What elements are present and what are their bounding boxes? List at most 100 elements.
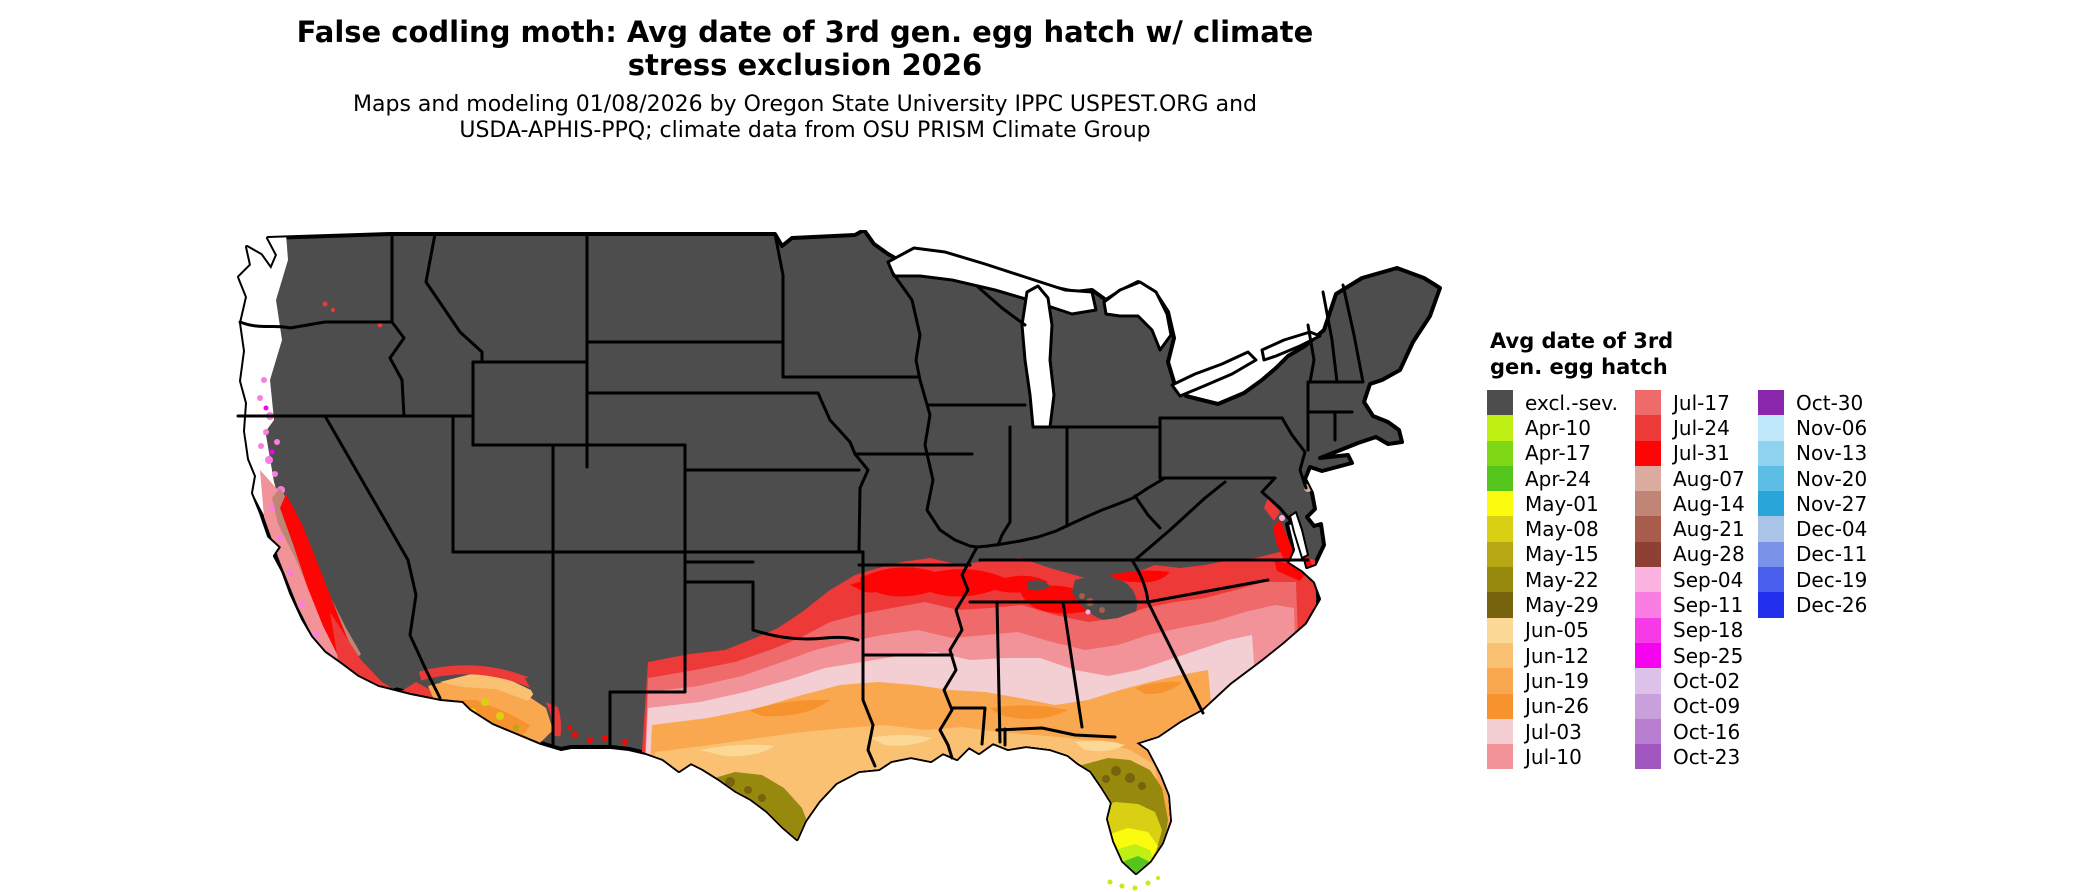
band-jun05-patch-la (870, 735, 932, 746)
legend-swatch-jul24 (1635, 415, 1661, 441)
band-jun26-patch-ga (1135, 681, 1182, 695)
region-fl-darkolive-specks (1102, 766, 1146, 790)
legend-swatch-dec19 (1758, 567, 1784, 593)
legend-label: Oct-09 (1673, 694, 1741, 719)
region-potomac-red (1264, 498, 1280, 521)
legend-column-3: Oct-30 Nov-06 Nov-13 Nov-20 Nov-27 Dec-04 Dec-… (1758, 390, 1867, 618)
legend-row: Nov-13 (1758, 440, 1868, 466)
legend-swatch-sep25 (1635, 642, 1661, 669)
legend-label: Nov-06 (1796, 415, 1868, 440)
legend-swatch-oct30 (1758, 390, 1784, 416)
legend-label: Aug-07 (1673, 466, 1745, 491)
band-jun26-patch-se (990, 705, 1068, 719)
legend-row: Jun-19 (1487, 668, 1618, 694)
page-subtitle: Maps and modeling 01/08/2026 by Oregon S… (150, 92, 1460, 144)
page-title: False codling moth: Avg date of 3rd gen.… (150, 16, 1460, 82)
legend-swatch-aug28 (1635, 541, 1661, 568)
legend-label: May-22 (1525, 567, 1599, 592)
legend-label: Jun-12 (1525, 643, 1589, 668)
band-jun05-patch-tx (700, 744, 775, 757)
legend-swatch-may01 (1487, 491, 1513, 517)
subtitle-line-1: Maps and modeling 01/08/2026 by Oregon S… (353, 92, 1257, 117)
region-appalachia-pink-speck (1085, 609, 1091, 615)
legend-swatch-jul17 (1635, 390, 1661, 416)
legend-swatch-oct16 (1635, 718, 1661, 745)
legend-swatch-aug07 (1635, 465, 1661, 492)
legend-swatch-jul31 (1635, 440, 1661, 466)
legend-row: Jun-12 (1487, 642, 1618, 669)
legend-label: Dec-26 (1796, 593, 1868, 618)
region-nm-border-specks (567, 725, 628, 745)
legend-row: May-29 (1487, 592, 1618, 618)
legend-label: May-29 (1525, 593, 1599, 618)
legend-swatch-jun05 (1487, 617, 1513, 643)
legend-label: Dec-04 (1796, 517, 1868, 542)
legend-row: Dec-26 (1758, 592, 1868, 618)
legend-row: Sep-11 (1635, 592, 1745, 618)
legend-column-2: Jul-17 Jul-24 Jul-31 Aug-07 Aug-14 Aug-21 Aug-… (1635, 390, 1745, 770)
band-jul31-okar (850, 579, 895, 593)
legend-label: Jun-05 (1525, 618, 1589, 643)
legend-label: Oct-30 (1796, 390, 1864, 415)
legend-row: Dec-11 (1758, 541, 1868, 568)
legend-label: Jun-26 (1525, 694, 1589, 719)
legend-label: Dec-19 (1796, 567, 1868, 592)
legend-label: Dec-11 (1796, 542, 1868, 567)
legend-row: Jun-26 (1487, 693, 1618, 719)
lake-erie-icon (1170, 350, 1258, 398)
region-fl-green-tip (1122, 856, 1150, 873)
legend-row: Oct-16 (1635, 718, 1745, 745)
band-jun26-patch-tx (750, 699, 830, 717)
legend-swatch-apr17 (1487, 440, 1513, 466)
legend-label: Sep-18 (1673, 618, 1744, 643)
legend-row: Dec-19 (1758, 567, 1868, 593)
legend-row: Nov-27 (1758, 491, 1867, 517)
legend-label: Oct-23 (1673, 744, 1741, 769)
chesapeake-bay-icon (1289, 511, 1309, 559)
region-pnw-white (239, 230, 288, 442)
legend-swatch-oct23 (1635, 744, 1661, 770)
legend-label: Nov-13 (1796, 441, 1868, 466)
legend-swatch-may15 (1487, 541, 1513, 568)
region-socal-gray-range (380, 673, 412, 689)
legend-swatch-may08 (1487, 516, 1513, 542)
legend-label: Jul-24 (1673, 415, 1730, 440)
legend-label: May-08 (1525, 517, 1599, 542)
legend-swatch-jun26 (1487, 693, 1513, 719)
region-wa-id-specks (322, 301, 383, 328)
legend-row: Aug-14 (1635, 491, 1745, 517)
legend-row: May-01 (1487, 491, 1618, 517)
legend-row: Jul-31 (1635, 440, 1745, 466)
us-map-svg (236, 228, 1442, 891)
legend-label: Apr-24 (1525, 466, 1591, 491)
legend-column-1: excl.-sev. Apr-10 Apr-17 Apr-24 May-01 May-08… (1487, 390, 1618, 770)
lake-huron-icon (1102, 280, 1173, 352)
legend-swatch-aug14 (1635, 491, 1661, 517)
legend-row: Aug-28 (1635, 541, 1745, 568)
legend-swatch-dec11 (1758, 541, 1784, 568)
legend-row: Nov-20 (1758, 465, 1867, 492)
legend-row: Jul-17 (1635, 390, 1745, 416)
legend-label: Oct-02 (1673, 668, 1741, 693)
legend-swatch-jul10 (1487, 744, 1513, 770)
legend-row: May-08 (1487, 516, 1618, 542)
legend-label: excl.-sev. (1525, 390, 1618, 415)
region-stx-yellow-tip (722, 822, 786, 873)
legend-swatch-jul03 (1487, 718, 1513, 745)
legend-row: Apr-17 (1487, 440, 1618, 466)
legend-swatch-sep18 (1635, 617, 1661, 643)
legend-label: Jul-31 (1673, 441, 1730, 466)
title-line-1: False codling moth: Avg date of 3rd gen.… (296, 15, 1314, 49)
legend-row: Oct-30 (1758, 390, 1867, 416)
legend-swatch-excl (1487, 390, 1513, 416)
legend-swatch-nov27 (1758, 491, 1784, 517)
legend-row: May-22 (1487, 567, 1618, 593)
legend-label: Oct-16 (1673, 719, 1741, 744)
legend-swatch-jun19 (1487, 668, 1513, 694)
legend-label: May-01 (1525, 491, 1599, 516)
legend-label: Jul-03 (1525, 719, 1582, 744)
band-jun05-patch-fl (1075, 740, 1125, 752)
region-chesapeake-pink-speck (1279, 515, 1285, 521)
legend-swatch-apr24 (1487, 465, 1513, 492)
